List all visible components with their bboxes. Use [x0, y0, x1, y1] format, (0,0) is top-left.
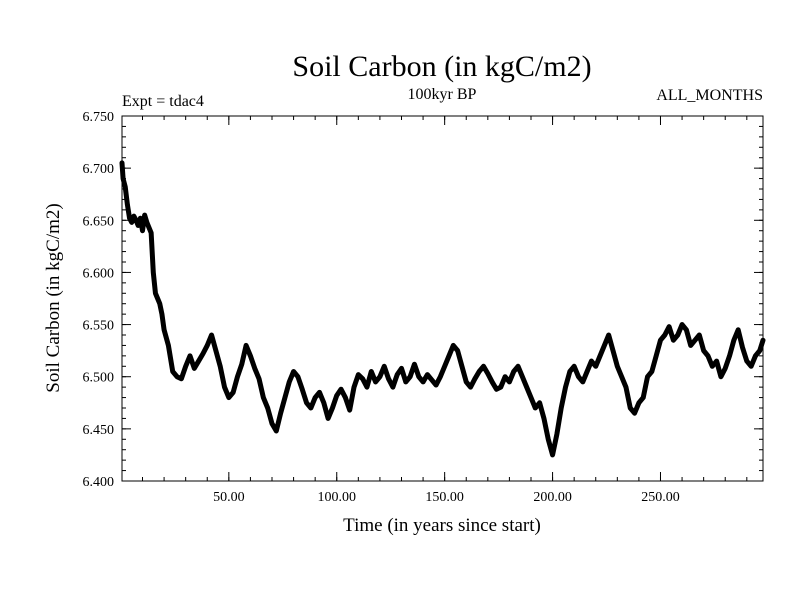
chart-title: Soil Carbon (in kgC/m2): [292, 50, 591, 83]
y-tick-label: 6.550: [83, 319, 115, 334]
y-axis-label: Soil Carbon (in kgC/m2): [43, 203, 64, 392]
y-tick-label: 6.500: [83, 371, 115, 386]
data-line: [119, 160, 766, 458]
y-tick-label: 6.750: [83, 110, 115, 125]
period-label: ALL_MONTHS: [656, 87, 763, 104]
x-axis-label: Time (in years since start): [343, 515, 541, 536]
y-tick-label: 6.400: [83, 475, 115, 490]
experiment-label: Expt = tdac4: [122, 93, 204, 110]
chart-subtitle: 100kyr BP: [408, 86, 477, 103]
x-tick-label: 50.00: [213, 490, 245, 505]
y-tick-label: 6.600: [83, 266, 115, 281]
y-tick-label: 6.700: [83, 162, 115, 177]
x-tick-label: 100.00: [317, 490, 356, 505]
plot-frame: [121, 115, 764, 482]
y-tick-label: 6.450: [83, 423, 115, 438]
x-tick-label: 250.00: [641, 490, 680, 505]
minor-ticks: [122, 116, 763, 481]
tick-labels: 50.00 100.00 150.00 200.00 250.00 6.400 6.450 6…: [83, 110, 680, 505]
x-tick-label: 200.00: [533, 490, 572, 505]
major-ticks: [122, 115, 763, 482]
x-tick-label: 150.00: [425, 490, 464, 505]
y-tick-label: 6.650: [83, 214, 115, 229]
